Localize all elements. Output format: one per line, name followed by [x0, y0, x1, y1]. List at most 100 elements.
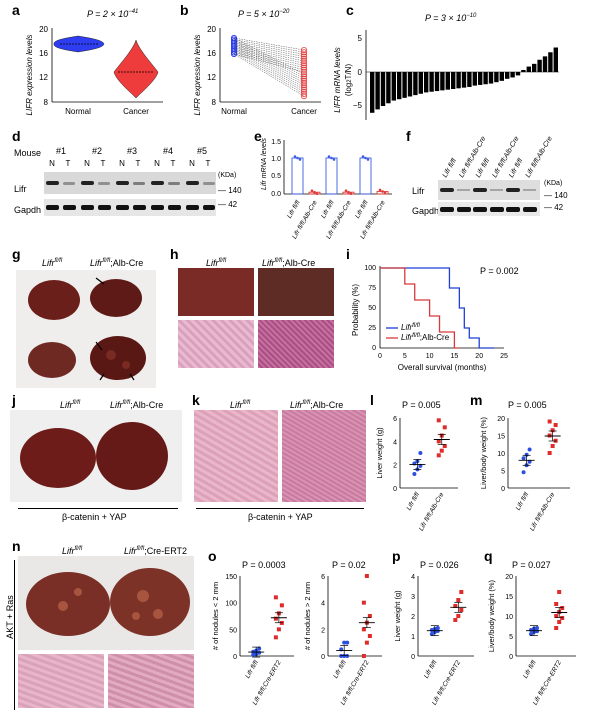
xtick-i: 20: [475, 353, 483, 360]
xtick: Lifr fl/fl;Alb-Cre: [418, 491, 446, 532]
ytick: 50: [229, 627, 237, 634]
point: [344, 189, 348, 192]
col-label-j2: Lifrfl/fl;Alb-Cre: [110, 400, 164, 410]
data-point: [342, 640, 347, 645]
ytick: 0: [411, 654, 415, 661]
waterfall-bar: [537, 59, 542, 72]
survival-curve-knockout: [380, 267, 460, 349]
data-point: [547, 451, 552, 455]
xtick: Lifr fl/fl: [405, 491, 421, 512]
ytick: 0: [509, 654, 513, 661]
xtick: Lifr fl/fl: [244, 659, 260, 680]
data-point: [547, 433, 552, 438]
caption-j: β-catenin + YAP: [62, 512, 127, 522]
bar-chart-e: Lifr mRNA levels 0.0 0.5 1.0 1.5 Lifr fl…: [261, 138, 392, 240]
mouse-3: #3: [127, 146, 138, 156]
svg-text:T: T: [66, 159, 71, 168]
svg-text:T: T: [171, 159, 176, 168]
row-label-lifr-f: Lifr: [412, 186, 425, 196]
svg-text:T: T: [136, 159, 141, 168]
point-cancer: [301, 64, 308, 71]
mouse-5: #5: [197, 146, 208, 156]
histology-h2: [258, 320, 334, 368]
ytick: 20: [505, 574, 513, 581]
waterfall-bar: [499, 72, 504, 81]
panel-label-c: c: [346, 2, 354, 18]
divider-j: [18, 508, 178, 509]
scatter-plot-q: 0 5 10 15 20 Liver/body weight (%) Lifr fl/flL…: [487, 574, 576, 706]
waterfall-bar: [413, 72, 418, 96]
point-cancer: [301, 49, 308, 56]
svg-text:1.5: 1.5: [271, 139, 281, 146]
western-blot-gapdh-d: [44, 199, 216, 216]
data-point: [535, 626, 539, 630]
data-point: [345, 640, 350, 645]
pvalue-p: P = 0.026: [420, 560, 459, 570]
ytick: 15: [497, 434, 505, 441]
pvalue-i: P = 0.002: [480, 266, 519, 276]
paired-plot-b: LIFR expression levels 8 12 16 20 Normal…: [193, 25, 321, 116]
xtick: Lifr fl/fl: [332, 659, 348, 680]
data-point: [273, 616, 278, 621]
data-point: [453, 618, 458, 622]
point-normal: [231, 49, 238, 56]
waterfall-bar: [494, 72, 499, 83]
data-point: [557, 590, 562, 594]
y-axis-label-c2: (log2T/N): [344, 64, 353, 97]
ytick-a-8: 8: [44, 98, 49, 107]
ytick: 1: [411, 634, 415, 641]
data-point: [442, 425, 447, 430]
xtick-i: 15: [451, 353, 459, 360]
data-point: [273, 595, 278, 600]
waterfall-bar: [526, 66, 531, 72]
histology-k2: [282, 410, 366, 502]
data-point: [439, 448, 444, 453]
point: [298, 158, 302, 161]
panel-label-p: p: [392, 548, 401, 564]
svg-text:0.0: 0.0: [271, 191, 281, 198]
point-cancer: [301, 69, 308, 76]
data-point: [529, 632, 533, 636]
ytick-a-20: 20: [39, 25, 48, 34]
xtick: Lifr fl/fl: [423, 659, 439, 680]
point: [364, 156, 367, 160]
waterfall-bar: [370, 72, 375, 113]
western-blot-lifr-f: [438, 180, 540, 200]
data-point: [553, 423, 558, 427]
y-axis-label-a: LIFR expression levels: [25, 35, 34, 116]
point-cancer: [301, 77, 308, 84]
row-label-lifr-d: Lifr: [14, 184, 27, 194]
kda-label-d: (KDa): [218, 172, 237, 179]
ytick: 6: [393, 416, 397, 423]
waterfall-bar: [510, 72, 515, 78]
y-axis-label: Liver weight (g): [393, 590, 402, 642]
legend-control: Lifrfl/fl: [401, 323, 420, 332]
ytick-c-0: 0: [358, 68, 363, 77]
point-cancer: [301, 82, 308, 89]
waterfall-bar: [472, 72, 477, 86]
violin-cancer: [113, 39, 159, 99]
data-point: [364, 574, 369, 578]
point-normal: [231, 50, 238, 57]
panel-label-m: m: [470, 392, 483, 408]
data-point: [521, 456, 526, 461]
data-point: [535, 629, 539, 634]
data-point: [459, 590, 464, 594]
point: [361, 155, 365, 158]
waterfall-bar: [445, 72, 450, 90]
mouse-4: #4: [163, 146, 174, 156]
data-point: [273, 635, 278, 640]
xtick: Lifr fl/fl: [515, 491, 531, 512]
lane-label-f: Lifr fl/fl: [475, 157, 492, 179]
y-axis-label-c: LIFR mRNA levels: [333, 47, 342, 113]
data-point: [436, 418, 441, 423]
waterfall-bar: [532, 63, 537, 72]
data-point: [429, 632, 434, 636]
violin-plot-a: LIFR expression levels 8 12 16 20 Normal…: [25, 25, 163, 116]
panel-label-d: d: [12, 128, 21, 144]
y-axis-label-i: Probability (%): [351, 284, 360, 336]
point-cancer: [301, 62, 308, 69]
western-blot-gapdh-f: [438, 202, 540, 216]
pvalue-c: P = 3 × 10−10: [425, 13, 477, 23]
